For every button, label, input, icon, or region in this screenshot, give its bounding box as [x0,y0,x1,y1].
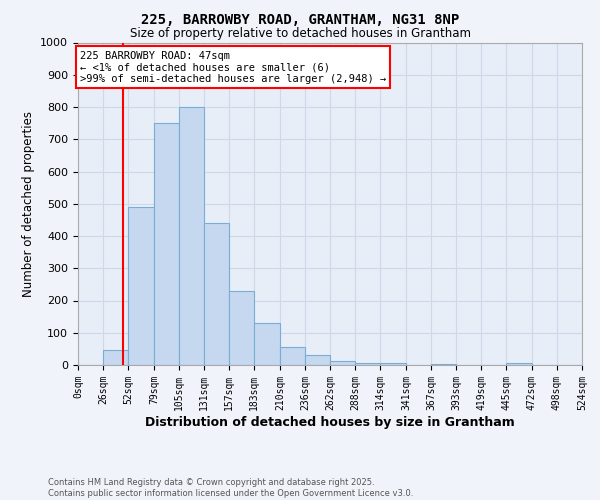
Bar [280,348,305,365]
Bar [229,291,254,365]
Bar [179,107,204,365]
Bar [380,364,406,365]
X-axis label: Distribution of detached houses by size in Grantham: Distribution of detached houses by size … [145,416,515,428]
Bar [355,362,380,365]
Bar [305,356,330,365]
Bar [431,364,456,365]
Text: 225 BARROWBY ROAD: 47sqm
← <1% of detached houses are smaller (6)
>99% of semi-d: 225 BARROWBY ROAD: 47sqm ← <1% of detach… [80,50,386,84]
Text: Size of property relative to detached houses in Grantham: Size of property relative to detached ho… [130,28,470,40]
Bar [204,223,229,365]
Bar [128,207,154,365]
Text: 225, BARROWBY ROAD, GRANTHAM, NG31 8NP: 225, BARROWBY ROAD, GRANTHAM, NG31 8NP [141,12,459,26]
Bar [506,364,532,365]
Text: Contains HM Land Registry data © Crown copyright and database right 2025.
Contai: Contains HM Land Registry data © Crown c… [48,478,413,498]
Bar [103,350,128,365]
Y-axis label: Number of detached properties: Number of detached properties [22,111,35,296]
Bar [330,361,355,365]
Bar [154,123,179,365]
Bar [254,323,280,365]
